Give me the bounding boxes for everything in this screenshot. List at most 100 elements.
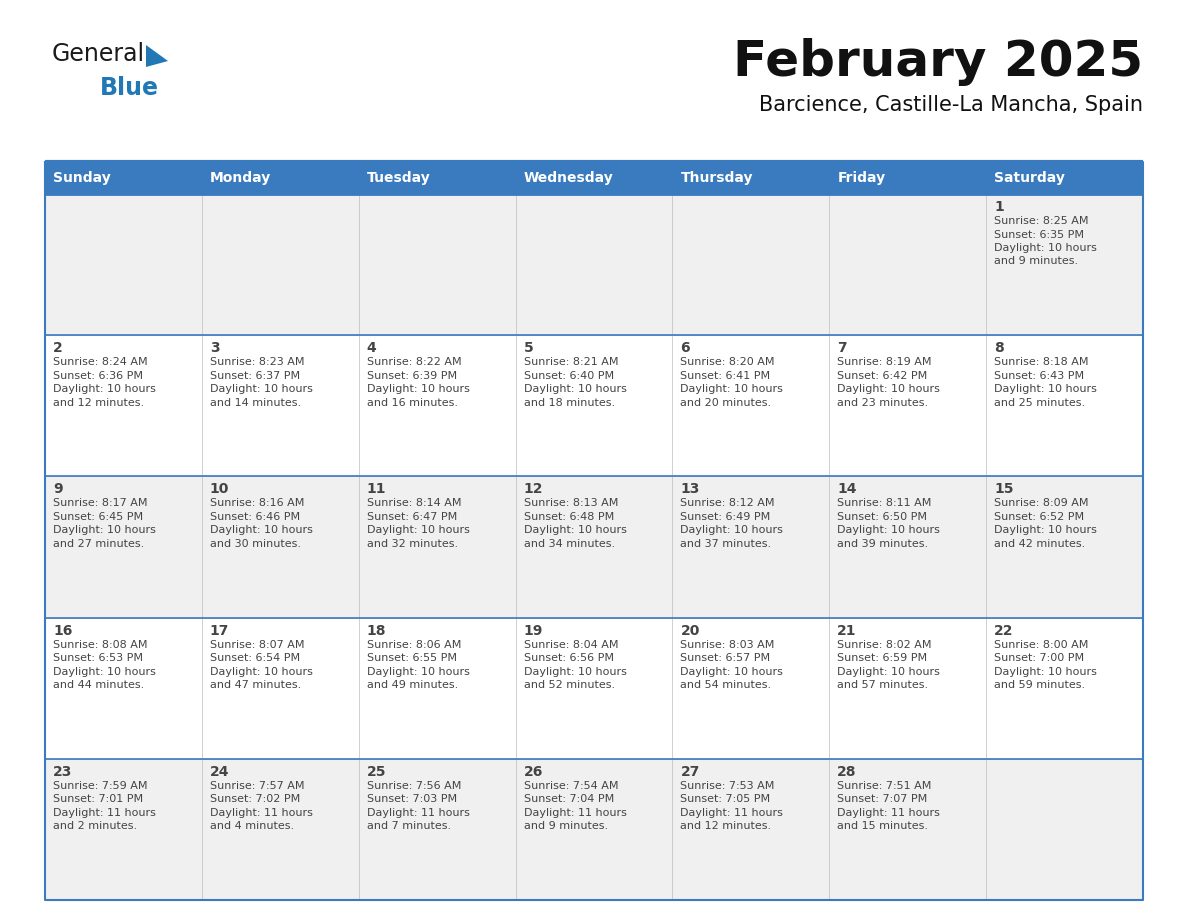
Text: Sunset: 7:02 PM: Sunset: 7:02 PM [210,794,301,804]
Text: and 20 minutes.: and 20 minutes. [681,397,771,408]
Text: 21: 21 [838,623,857,638]
Text: and 9 minutes.: and 9 minutes. [994,256,1079,266]
Bar [45,476,202,618]
Text: and 9 minutes.: and 9 minutes. [524,822,608,832]
Polygon shape [146,45,168,67]
Bar [359,162,516,194]
Text: Daylight: 10 hours: Daylight: 10 hours [53,666,156,677]
Text: Daylight: 10 hours: Daylight: 10 hours [524,666,626,677]
Text: 4: 4 [367,341,377,355]
Text: 5: 5 [524,341,533,355]
Text: Sunrise: 7:57 AM: Sunrise: 7:57 AM [210,781,304,790]
Text: Sunrise: 8:19 AM: Sunrise: 8:19 AM [838,357,931,367]
Bar [986,476,1143,618]
Text: 7: 7 [838,341,847,355]
Text: Sunrise: 8:02 AM: Sunrise: 8:02 AM [838,640,931,650]
Text: and 52 minutes.: and 52 minutes. [524,680,614,690]
Text: Sunrise: 8:08 AM: Sunrise: 8:08 AM [53,640,147,650]
Text: Sunset: 6:37 PM: Sunset: 6:37 PM [210,371,301,381]
Text: and 16 minutes.: and 16 minutes. [367,397,457,408]
Text: Sunset: 6:39 PM: Sunset: 6:39 PM [367,371,457,381]
Text: Monday: Monday [210,171,271,185]
Bar [516,759,672,900]
Text: Sunrise: 7:51 AM: Sunrise: 7:51 AM [838,781,931,790]
Text: and 23 minutes.: and 23 minutes. [838,397,928,408]
Text: Sunrise: 8:14 AM: Sunrise: 8:14 AM [367,498,461,509]
Text: Saturday: Saturday [994,171,1064,185]
Text: Sunset: 6:41 PM: Sunset: 6:41 PM [681,371,771,381]
Text: Daylight: 10 hours: Daylight: 10 hours [838,385,940,394]
Bar [672,194,829,335]
Text: Daylight: 10 hours: Daylight: 10 hours [994,243,1097,253]
Text: Sunrise: 8:24 AM: Sunrise: 8:24 AM [53,357,147,367]
Text: Sunrise: 7:54 AM: Sunrise: 7:54 AM [524,781,618,790]
Bar [829,476,986,618]
Text: Sunset: 7:01 PM: Sunset: 7:01 PM [53,794,143,804]
Bar [672,476,829,618]
Text: 19: 19 [524,623,543,638]
Text: and 27 minutes.: and 27 minutes. [53,539,144,549]
Bar [986,162,1143,194]
Text: Daylight: 11 hours: Daylight: 11 hours [838,808,940,818]
Text: Friday: Friday [838,171,885,185]
Text: 1: 1 [994,200,1004,214]
Text: 2: 2 [53,341,63,355]
Text: Sunrise: 8:17 AM: Sunrise: 8:17 AM [53,498,147,509]
Bar [829,162,986,194]
Bar [202,162,359,194]
Text: Daylight: 10 hours: Daylight: 10 hours [838,525,940,535]
Bar [829,335,986,476]
Text: and 12 minutes.: and 12 minutes. [53,397,144,408]
Text: Sunset: 7:00 PM: Sunset: 7:00 PM [994,653,1085,663]
Text: Sunset: 6:50 PM: Sunset: 6:50 PM [838,512,928,522]
Text: Daylight: 10 hours: Daylight: 10 hours [367,525,469,535]
Text: Daylight: 10 hours: Daylight: 10 hours [524,385,626,394]
Text: Daylight: 10 hours: Daylight: 10 hours [994,525,1097,535]
Bar [516,335,672,476]
Bar [45,618,202,759]
Text: Daylight: 11 hours: Daylight: 11 hours [681,808,783,818]
Bar [359,618,516,759]
Text: and 4 minutes.: and 4 minutes. [210,822,293,832]
Bar [516,162,672,194]
Bar [45,759,202,900]
Text: 16: 16 [53,623,72,638]
Text: Sunrise: 7:59 AM: Sunrise: 7:59 AM [53,781,147,790]
Text: and 37 minutes.: and 37 minutes. [681,539,771,549]
Text: General: General [52,42,145,66]
Text: Daylight: 10 hours: Daylight: 10 hours [994,666,1097,677]
Text: and 2 minutes.: and 2 minutes. [53,822,137,832]
Text: Daylight: 10 hours: Daylight: 10 hours [524,525,626,535]
Text: and 57 minutes.: and 57 minutes. [838,680,928,690]
Text: Sunset: 7:04 PM: Sunset: 7:04 PM [524,794,614,804]
Text: Blue: Blue [100,76,159,100]
Text: 14: 14 [838,482,857,497]
Text: Daylight: 11 hours: Daylight: 11 hours [367,808,469,818]
Text: Tuesday: Tuesday [367,171,430,185]
Text: Sunset: 6:47 PM: Sunset: 6:47 PM [367,512,457,522]
Text: Sunrise: 8:09 AM: Sunrise: 8:09 AM [994,498,1088,509]
Text: 27: 27 [681,765,700,778]
Text: 10: 10 [210,482,229,497]
Bar [829,759,986,900]
Text: and 34 minutes.: and 34 minutes. [524,539,614,549]
Text: Sunset: 6:48 PM: Sunset: 6:48 PM [524,512,614,522]
Text: Sunday: Sunday [53,171,110,185]
Text: Sunrise: 8:04 AM: Sunrise: 8:04 AM [524,640,618,650]
Text: Sunrise: 8:00 AM: Sunrise: 8:00 AM [994,640,1088,650]
Bar [202,618,359,759]
Text: 18: 18 [367,623,386,638]
Text: Daylight: 10 hours: Daylight: 10 hours [367,385,469,394]
Text: 6: 6 [681,341,690,355]
Text: Daylight: 10 hours: Daylight: 10 hours [210,666,312,677]
Text: Sunrise: 8:12 AM: Sunrise: 8:12 AM [681,498,775,509]
Text: Sunrise: 8:23 AM: Sunrise: 8:23 AM [210,357,304,367]
Text: Sunset: 6:49 PM: Sunset: 6:49 PM [681,512,771,522]
Bar [359,759,516,900]
Text: Daylight: 11 hours: Daylight: 11 hours [210,808,312,818]
Text: Sunset: 6:43 PM: Sunset: 6:43 PM [994,371,1085,381]
Text: Sunrise: 8:06 AM: Sunrise: 8:06 AM [367,640,461,650]
Text: Sunset: 6:57 PM: Sunset: 6:57 PM [681,653,771,663]
Bar [45,162,202,194]
Text: and 59 minutes.: and 59 minutes. [994,680,1086,690]
